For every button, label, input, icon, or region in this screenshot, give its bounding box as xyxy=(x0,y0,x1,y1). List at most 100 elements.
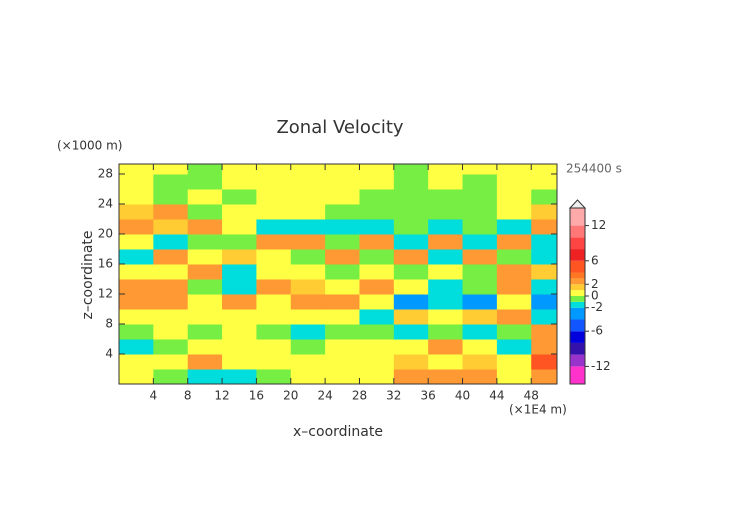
cell xyxy=(153,233,189,250)
cell xyxy=(325,353,360,370)
cell xyxy=(462,203,498,220)
cell xyxy=(462,308,498,325)
cell xyxy=(462,278,498,295)
y-tick-label: 20 xyxy=(98,226,113,240)
cell xyxy=(531,338,557,355)
cell xyxy=(222,338,257,355)
colorbar-band xyxy=(570,260,585,273)
cell xyxy=(187,173,223,190)
x-tick-label: 8 xyxy=(184,389,192,403)
cell xyxy=(531,248,557,265)
cell xyxy=(531,308,557,325)
cell xyxy=(290,353,326,370)
cell xyxy=(393,218,429,235)
y-tick-label: 24 xyxy=(98,196,113,210)
cell xyxy=(428,338,464,355)
colorbar-band xyxy=(570,301,585,308)
cell xyxy=(359,293,395,310)
x-unit: (×1E4 m) xyxy=(509,403,567,417)
y-axis-label: z–coordinate xyxy=(80,230,96,319)
colorbar-band xyxy=(570,278,585,285)
x-tick-label: 36 xyxy=(421,389,436,403)
colorbar-tick-label: -6 xyxy=(591,324,603,338)
cell xyxy=(428,308,464,325)
x-tick-label: 12 xyxy=(214,389,229,403)
cell xyxy=(428,188,464,205)
cell xyxy=(462,293,498,310)
cell xyxy=(119,353,154,370)
cell xyxy=(428,293,464,310)
cell xyxy=(496,323,532,340)
cell xyxy=(187,308,223,325)
cell xyxy=(119,173,154,190)
colorbar-tick-label: 6 xyxy=(591,253,599,267)
cell xyxy=(153,338,189,355)
cell xyxy=(119,323,154,340)
x-tick-label: 16 xyxy=(249,389,264,403)
cell xyxy=(290,218,326,235)
cell xyxy=(222,263,257,280)
cell xyxy=(325,203,360,220)
colorbar-band xyxy=(570,307,585,320)
cell xyxy=(222,278,257,295)
colorbar-band xyxy=(570,237,585,250)
colorbar-arrow xyxy=(568,199,587,209)
cell xyxy=(428,218,464,235)
field xyxy=(119,164,557,384)
cell xyxy=(325,173,360,190)
cell xyxy=(496,248,532,265)
cell xyxy=(393,338,429,355)
cell xyxy=(187,278,223,295)
colorbar-band xyxy=(570,331,585,343)
time-label: 254400 s xyxy=(566,162,622,176)
cell xyxy=(187,218,223,235)
cell xyxy=(256,308,292,325)
cell xyxy=(496,173,532,190)
cell xyxy=(256,188,292,205)
cell xyxy=(222,353,257,370)
cell xyxy=(531,278,557,295)
cell xyxy=(187,233,223,250)
cell xyxy=(222,218,257,235)
cell xyxy=(496,368,532,384)
cell xyxy=(290,248,326,265)
x-tick-label: 40 xyxy=(455,389,470,403)
cell xyxy=(222,203,257,220)
cell xyxy=(290,164,326,175)
cell xyxy=(290,263,326,280)
y-tick-label: 16 xyxy=(98,256,113,270)
cell xyxy=(462,338,498,355)
cell xyxy=(393,164,429,175)
cell xyxy=(496,338,532,355)
cell xyxy=(359,203,395,220)
cell xyxy=(393,233,429,250)
cell xyxy=(325,233,360,250)
cell xyxy=(187,203,223,220)
cell xyxy=(153,203,189,220)
cell xyxy=(359,263,395,280)
cell xyxy=(256,248,292,265)
cell xyxy=(428,368,464,384)
cell xyxy=(256,173,292,190)
cell xyxy=(531,188,557,205)
cell xyxy=(359,368,395,384)
cell xyxy=(325,338,360,355)
cell xyxy=(325,164,360,175)
cell xyxy=(153,293,189,310)
y-tick-label: 28 xyxy=(98,166,113,180)
cell xyxy=(256,278,292,295)
cell xyxy=(222,368,257,384)
colorbar-band xyxy=(570,296,585,302)
cell xyxy=(187,248,223,265)
cell xyxy=(393,308,429,325)
cell xyxy=(119,203,154,220)
cell xyxy=(462,188,498,205)
cell xyxy=(256,233,292,250)
cell xyxy=(462,164,498,175)
cell xyxy=(119,263,154,280)
colorbar-tick-label: -12 xyxy=(591,359,611,373)
cell xyxy=(222,188,257,205)
cell xyxy=(153,173,189,190)
cell xyxy=(119,278,154,295)
